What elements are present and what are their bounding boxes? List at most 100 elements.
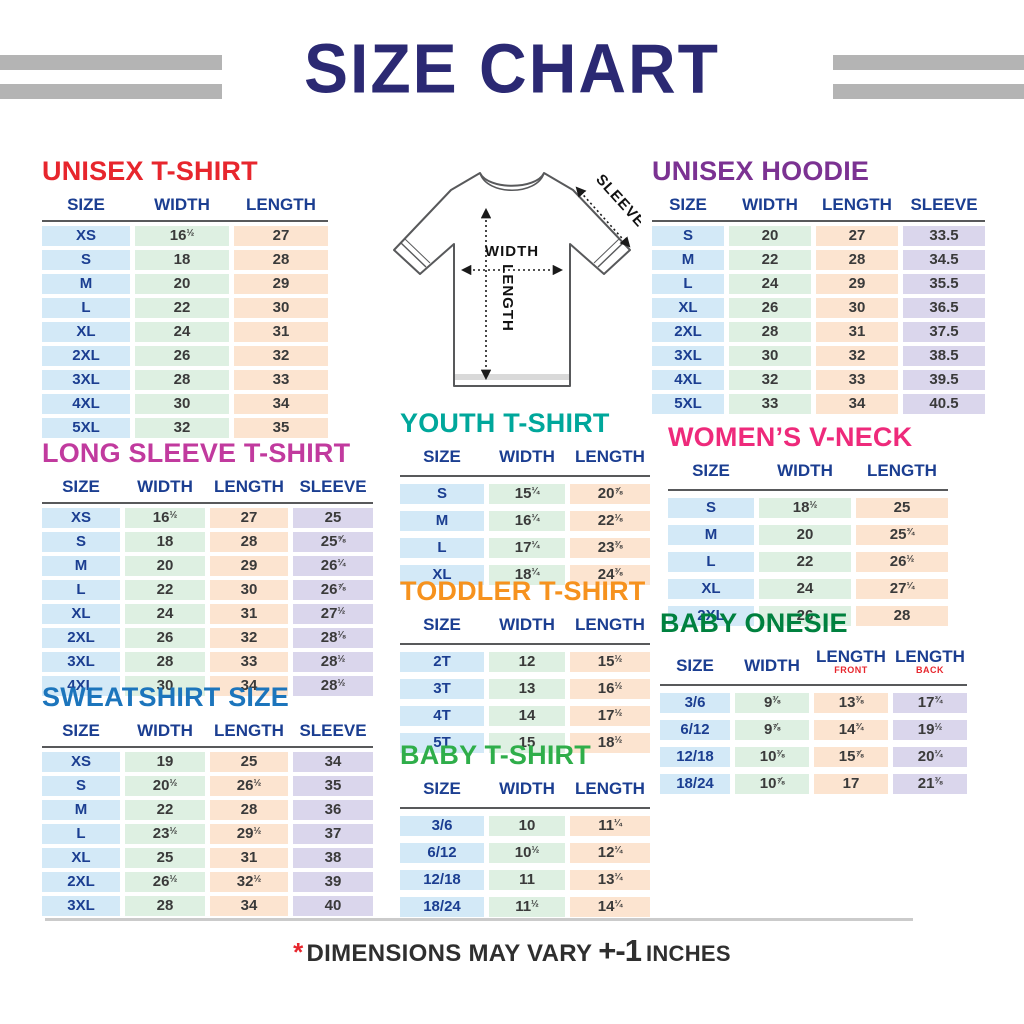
cell-size-label: 18/24: [660, 774, 730, 795]
cell-width: 32: [135, 417, 229, 438]
column-header: WIDTH: [499, 615, 555, 634]
cell-width: 25: [125, 847, 205, 868]
cell-sleeve: 26⅞: [293, 579, 373, 600]
cell-width: 26½: [125, 871, 205, 892]
youth-tshirt-section: YOUTH T-SHIRT SIZE WIDTH LENGTH S 15¼ 20⅞ M 16¼…: [400, 408, 650, 585]
cell-length: 29: [210, 555, 288, 576]
column-header: LENGTH: [867, 461, 937, 480]
column-header: SIZE: [669, 195, 707, 214]
cell-length: 31: [210, 603, 288, 624]
cell-width: 26: [125, 627, 205, 648]
cell-length: 31: [816, 321, 898, 342]
header-bar-right-top: [833, 55, 1024, 70]
cell-size-label: XL: [42, 603, 120, 624]
cell-length: 34: [210, 675, 288, 696]
header-underline: [660, 684, 967, 687]
cell-length: 11¼: [570, 815, 650, 836]
cell-sleeve: 34: [293, 751, 373, 772]
cell-sleeve: 28½: [293, 675, 373, 696]
header-underline: [652, 219, 985, 222]
column-header: LENGTH: [246, 195, 316, 214]
cell-width: 20: [729, 225, 811, 246]
cell-size-label: XS: [42, 225, 130, 246]
baby-onesie-section: BABY ONESIE SIZE WIDTH LENGTH FRONT LENGTH BA…: [660, 608, 967, 795]
cell-length: 17¾: [893, 693, 967, 714]
cell-length: 21⅜: [893, 774, 967, 795]
header-underline: [42, 501, 373, 504]
column-header: LENGTH: [214, 477, 284, 496]
cell-sleeve: 38: [293, 847, 373, 868]
cell-length: 30: [816, 297, 898, 318]
unisex-hoodie-title: UNISEX HOODIE: [652, 156, 870, 186]
cell-size-label: 2XL: [652, 321, 724, 342]
cell-size-label: L: [652, 273, 724, 294]
cell-size-label: 5XL: [42, 417, 130, 438]
cell-length: 27: [234, 225, 328, 246]
cell-length: 17½: [570, 705, 650, 726]
cell-sleeve: 28⅛: [293, 627, 373, 648]
womens-vneck-title: WOMEN’S V-NECK: [668, 422, 913, 452]
cell-width: 26: [135, 345, 229, 366]
cell-length: 32: [210, 627, 288, 648]
cell-width: 16½: [125, 507, 205, 528]
cell-size-label: 4XL: [652, 369, 724, 390]
cell-width: 10½: [489, 842, 565, 863]
cell-size-label: 6/12: [400, 842, 484, 863]
cell-sleeve: 38.5: [903, 345, 985, 366]
cell-width: 30: [135, 393, 229, 414]
baby-tshirt-title: BABY T-SHIRT: [400, 740, 591, 770]
youth-tshirt-table: SIZE WIDTH LENGTH S 15¼ 20⅞ M 16¼ 22⅛ L 17¼ 23⅜ XL 18…: [400, 448, 650, 585]
cell-length: 16½: [570, 678, 650, 699]
cell-width: 30: [125, 675, 205, 696]
cell-size-label: 4XL: [42, 675, 120, 696]
cell-length: 33: [816, 369, 898, 390]
footer-note: * DIMENSIONS MAY VARY +-1 INCHES: [0, 933, 1024, 969]
cell-length: 23⅜: [570, 537, 650, 558]
tshirt-collar-line: [479, 172, 545, 192]
cell-size-label: XL: [652, 297, 724, 318]
cell-width: 22: [125, 579, 205, 600]
cell-size-label: M: [42, 799, 120, 820]
cell-length: 26½: [856, 551, 948, 572]
column-header: WIDTH: [137, 721, 193, 740]
cell-size-label: S: [668, 497, 754, 518]
cell-length: 14¾: [814, 720, 888, 741]
footer-note-text: DIMENSIONS MAY VARY: [306, 940, 593, 967]
cell-size-label: XS: [42, 507, 120, 528]
cell-size-label: XL: [42, 847, 120, 868]
column-header: LENGTH BACK: [895, 647, 965, 675]
cell-size-label: 2XL: [42, 627, 120, 648]
baby-onesie-title: BABY ONESIE: [660, 608, 848, 638]
cell-width: 26: [759, 605, 851, 626]
cell-size-label: XL: [400, 564, 484, 585]
cell-sleeve: 28½: [293, 651, 373, 672]
footer-divider: [45, 918, 913, 921]
cell-length: 28: [816, 249, 898, 270]
cell-length: 13¼: [570, 869, 650, 890]
cell-size-label: 2XL: [42, 345, 130, 366]
cell-width: 20½: [125, 775, 205, 796]
unisex-hoodie-section: UNISEX HOODIE SIZE WIDTH LENGTH SLEEVE S 20 27…: [652, 156, 985, 414]
length-arrow-label: LENGTH: [499, 264, 516, 332]
cell-size-label: XS: [42, 751, 120, 772]
cell-sleeve: 25⅝: [293, 531, 373, 552]
cell-size-label: 3XL: [42, 895, 120, 916]
cell-length: 31: [210, 847, 288, 868]
header-bar-left-bottom: [0, 84, 222, 99]
cell-length: 32½: [210, 871, 288, 892]
column-header: SIZE: [692, 461, 730, 480]
header-underline: [42, 219, 328, 222]
cell-sleeve: 25: [293, 507, 373, 528]
cell-width: 22: [729, 249, 811, 270]
cell-size-label: 4T: [400, 705, 484, 726]
cell-length: 34: [210, 895, 288, 916]
cell-size-label: 12/18: [660, 747, 730, 768]
cell-size-label: 3XL: [652, 345, 724, 366]
cell-size-label: L: [400, 537, 484, 558]
cell-width: 28: [135, 369, 229, 390]
cell-sleeve: 36: [293, 799, 373, 820]
cell-width: 18¼: [489, 564, 565, 585]
cell-length: 27: [816, 225, 898, 246]
cell-size-label: M: [668, 524, 754, 545]
tshirt-hem-band: [455, 374, 569, 380]
